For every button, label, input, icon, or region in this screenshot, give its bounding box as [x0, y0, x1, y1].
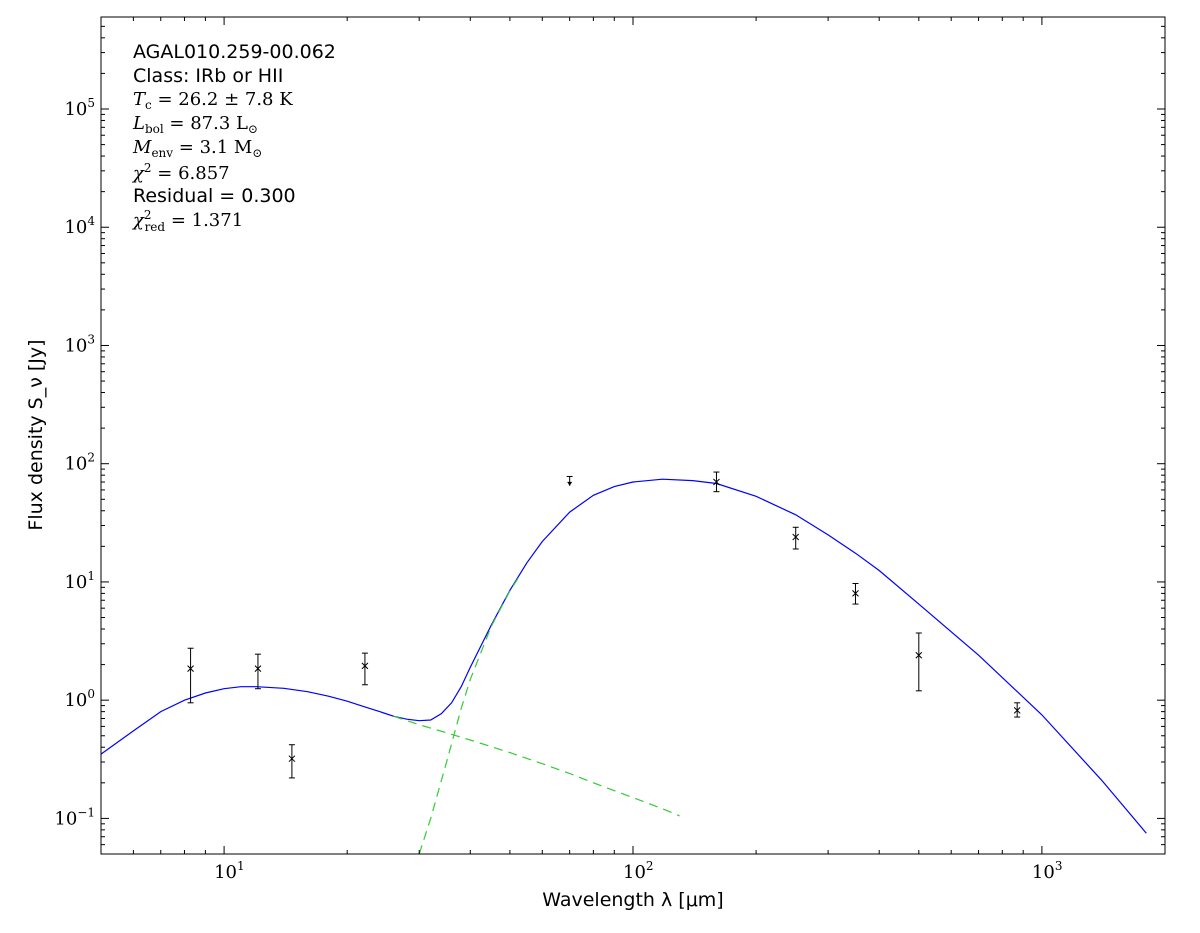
- class-label: Class: IRb or HII: [133, 65, 283, 87]
- x-axis-label: Wavelength λ [μm]: [542, 889, 723, 911]
- plot-frame: [100, 16, 1166, 855]
- chi2red-label: χ2 red = 1.371: [131, 208, 243, 234]
- plot-area: [101, 17, 1165, 854]
- warm-component-line: [393, 715, 680, 817]
- data-point-marker: [792, 533, 800, 541]
- total-fit-line: [101, 478, 1147, 834]
- y-tick-label: 105: [64, 96, 95, 120]
- menv-label: Menv = 3.1 M⊙: [132, 137, 262, 160]
- y-tick-label: 100: [64, 687, 95, 711]
- fit-curves: [101, 478, 1147, 854]
- data-point-marker: [288, 755, 296, 763]
- axis-ticks: 101 102 103 10−1 100 101 102 103 104 105: [54, 17, 1165, 883]
- upper-limit-arrow: [567, 481, 573, 486]
- y-tick-label: 103: [64, 332, 95, 356]
- annotation-block: AGAL010.259-00.062 Class: IRb or HII Tc …: [131, 41, 336, 234]
- source-name: AGAL010.259-00.062: [133, 41, 336, 63]
- lbol-label: Lbol = 87.3 L⊙: [132, 113, 258, 136]
- x-tick-label: 103: [1032, 859, 1063, 883]
- cold-component-line: [418, 574, 521, 854]
- y-tick-label: 102: [64, 451, 95, 475]
- data-point-marker: [713, 478, 720, 486]
- data-point-marker: [1013, 707, 1021, 714]
- data-point-marker: [187, 665, 194, 672]
- y-tick-label: 104: [64, 214, 95, 238]
- y-tick-label: 10−1: [54, 805, 95, 829]
- x-tick-label: 101: [214, 859, 245, 883]
- data-point-marker: [361, 662, 369, 670]
- y-axis-label: Flux density S_ν [Jy]: [25, 339, 47, 530]
- y-tick-label: 101: [64, 569, 95, 593]
- chi2-label: χ2 = 6.857: [131, 161, 230, 184]
- x-tick-label: 102: [623, 859, 654, 883]
- data-point-marker: [852, 590, 859, 597]
- data-point-marker: [254, 665, 262, 672]
- tc-label: Tc = 26.2 ± 7.8 K: [133, 89, 293, 112]
- data-point-marker: [915, 651, 923, 659]
- residual-label: Residual = 0.300: [133, 185, 296, 207]
- data-points: [187, 471, 1021, 779]
